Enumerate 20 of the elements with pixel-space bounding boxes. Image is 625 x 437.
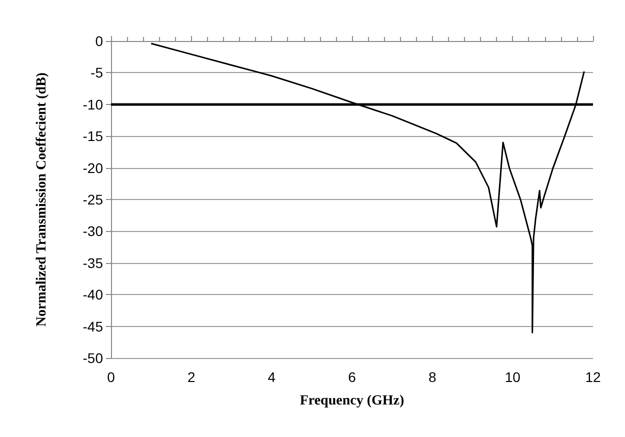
y-tick-label: -10	[82, 96, 104, 112]
y-tick-label: -40	[82, 286, 104, 303]
x-tick-label: 4	[268, 369, 276, 385]
y-tick-label: -25	[82, 192, 104, 208]
x-tick-label: 2	[187, 369, 196, 385]
y-axis-title: Normalized Transmission Coeffecient (dB)	[34, 72, 50, 327]
y-tick-label: 0	[95, 33, 104, 49]
y-tick-label: -5	[90, 64, 104, 81]
y-tick-label: -15	[82, 128, 104, 144]
y-tick-label: -50	[82, 350, 104, 366]
x-tick-label: 12	[585, 369, 601, 385]
x-tick-label: 0	[107, 369, 116, 385]
y-tick-label: -30	[82, 223, 104, 240]
x-axis-title: Frequency (GHz)	[300, 394, 404, 408]
x-tick-label: 8	[428, 369, 436, 385]
x-tick-label: 10	[504, 369, 521, 385]
x-tick-label: 6	[348, 369, 356, 385]
y-tick-label: -35	[82, 254, 104, 271]
y-tick-label: -20	[82, 160, 104, 176]
y-tick-label: -45	[82, 318, 104, 334]
